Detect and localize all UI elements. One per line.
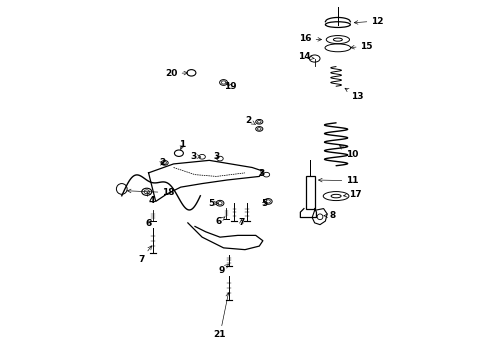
Text: 16: 16: [299, 35, 321, 44]
Bar: [306, 176, 315, 208]
Text: 5: 5: [208, 199, 219, 208]
Text: 8: 8: [324, 211, 336, 220]
Text: 6: 6: [146, 219, 152, 228]
Text: 3: 3: [258, 169, 264, 178]
Text: 21: 21: [214, 293, 229, 339]
Text: 14: 14: [297, 52, 315, 61]
Text: 20: 20: [166, 69, 188, 78]
Text: 6: 6: [215, 217, 225, 226]
Text: 1: 1: [179, 140, 186, 149]
Text: 4: 4: [147, 192, 155, 205]
Text: 7: 7: [238, 218, 245, 227]
Text: 12: 12: [354, 17, 383, 26]
Text: 2: 2: [245, 116, 256, 125]
Text: 10: 10: [340, 145, 358, 159]
Text: 3: 3: [190, 152, 201, 161]
Text: 2: 2: [160, 158, 166, 167]
Text: 19: 19: [224, 82, 237, 91]
Text: 18: 18: [127, 188, 174, 197]
Text: 17: 17: [343, 190, 362, 199]
Text: 13: 13: [345, 88, 364, 100]
Text: 9: 9: [219, 264, 229, 275]
Text: 15: 15: [351, 41, 373, 50]
Text: 11: 11: [318, 176, 358, 185]
Text: 5: 5: [262, 199, 268, 208]
Text: 3: 3: [213, 152, 220, 161]
Text: 7: 7: [138, 246, 151, 264]
